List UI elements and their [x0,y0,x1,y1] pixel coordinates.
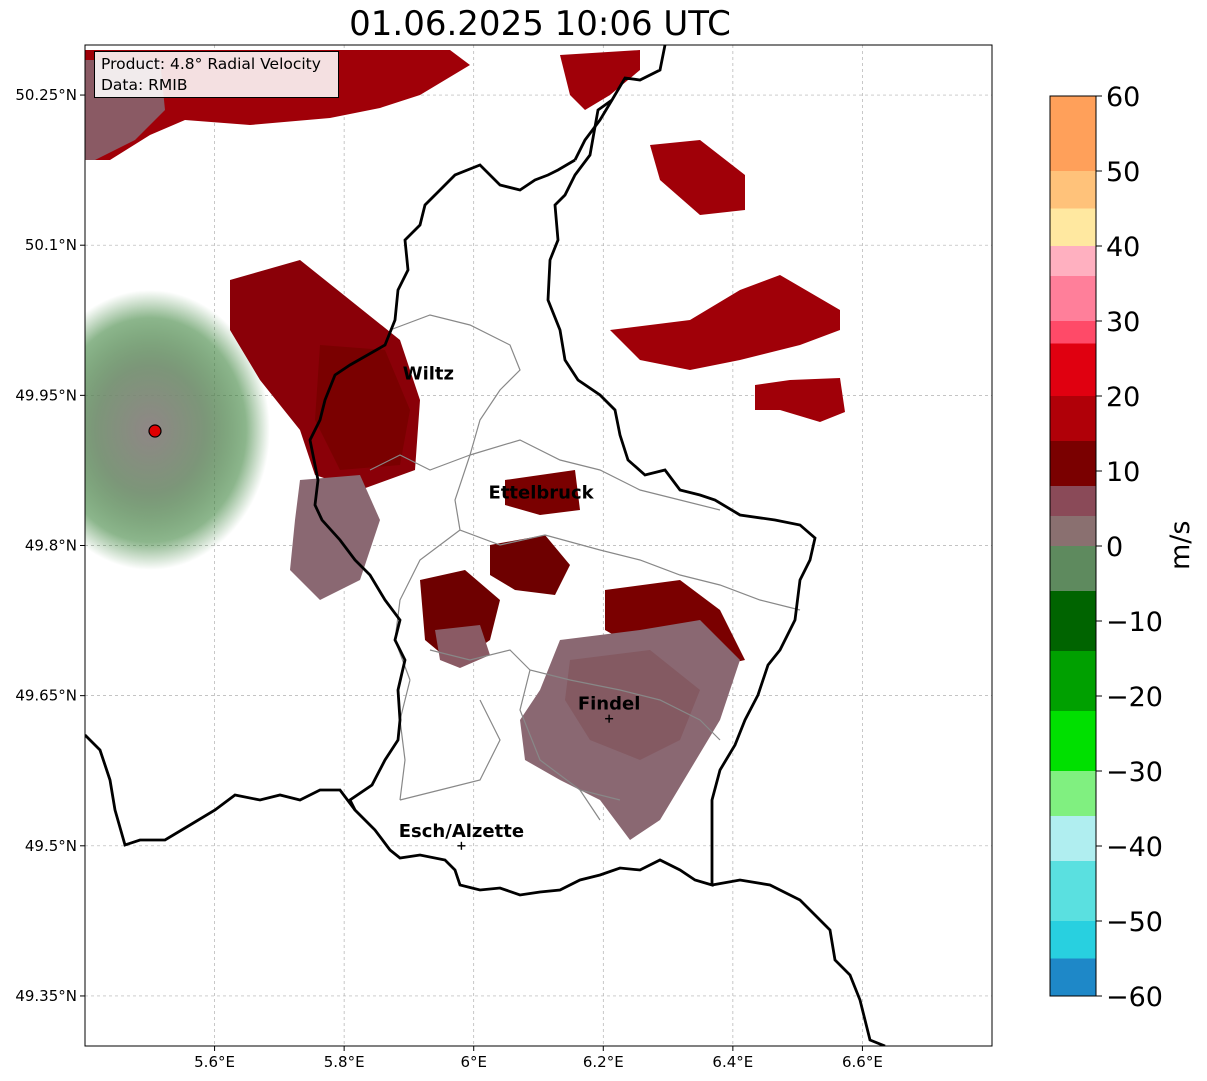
colorbar-tick-label: −30 [1106,757,1163,788]
axis-ticks: 5.6°E 5.8°E 6°E 6.2°E 6.4°E 6.6°E 50.25°N 50.1°… [15,86,883,1071]
country-border-west [85,734,357,847]
echo-west-plume-core [315,345,410,470]
map-title: 01.06.2025 10:06 UTC [349,4,731,44]
colorbar-segment [1050,171,1096,209]
product-label: Product: 4.8° Radial Velocity [101,55,321,73]
y-tick-label: 50.1°N [25,236,77,254]
y-tick-label: 49.95°N [15,386,77,404]
echo-east-cluster-3 [755,378,845,422]
colorbar-segment [1050,591,1096,652]
colorbar-segment [1050,276,1096,322]
colorbar-tick-label: 40 [1106,232,1140,263]
colorbar-segment [1050,771,1096,817]
x-tick-label: 5.6°E [194,1053,235,1071]
colorbar-segment [1050,343,1096,397]
colorbar-segment [1050,96,1096,172]
district-lines [369,314,801,821]
info-box: Product: 4.8° Radial Velocity Data: RMIB [94,51,339,98]
country-border-east [711,878,886,1046]
colorbar-tick-label: −10 [1106,607,1163,638]
x-tick-label: 6.6°E [842,1053,883,1071]
colorbar-segment [1050,861,1096,922]
echo-east-cluster-1 [650,140,745,215]
city-labels: Wiltz Ettelbruck Findel Esch/Alzette [399,363,641,850]
colorbar-segment [1050,546,1096,592]
colorbar-tick-label: 0 [1106,532,1123,563]
echo-east-cluster-2 [610,275,840,370]
colorbar-segment [1050,516,1096,547]
city-label: Ettelbruck [489,482,595,503]
city-label: Esch/Alzette [399,821,524,842]
radar-site-marker [148,424,162,438]
colorbar-segment [1050,921,1096,959]
y-tick-label: 49.65°N [15,687,77,705]
colorbar-segment [1050,441,1096,487]
colorbar-segment [1050,816,1096,862]
y-tick-label: 50.25°N [15,86,77,104]
country-border-north [573,99,614,161]
colorbar-tick-label: 50 [1106,157,1140,188]
colorbar-label: m/s [1165,520,1196,570]
colorbar-tick-label: −50 [1106,907,1163,938]
x-tick-label: 6.2°E [583,1053,624,1071]
colorbar-segment [1050,486,1096,517]
colorbar-segment [1050,711,1096,772]
city-label: Wiltz [403,363,454,384]
colorbar-segment [1050,246,1096,277]
colorbar-tick-label: 20 [1106,382,1140,413]
city-label: Findel [578,694,641,715]
colorbar-tick-label: −40 [1106,832,1163,863]
data-source-label: Data: RMIB [101,76,188,94]
radar-site-clutter [85,290,270,570]
colorbar-segment [1050,396,1096,442]
colorbar-tick-label: 10 [1106,457,1140,488]
echo-central-3-mauve [435,625,490,668]
x-tick-label: 5.8°E [324,1053,365,1071]
colorbar-tick-label: 60 [1106,82,1140,113]
radar-echoes [85,50,845,840]
x-tick-label: 6°E [460,1053,487,1071]
y-tick-label: 49.8°N [25,537,77,555]
echo-north-east-band [560,50,640,110]
colorbar-segment [1050,321,1096,344]
colorbar-tick-label: −20 [1106,682,1163,713]
y-tick-label: 49.35°N [15,987,77,1005]
colorbar-segment [1050,208,1096,247]
colorbar: 60 50 40 30 20 10 0 −10 −20 −30 −40 −50 −60 [1049,82,1163,1013]
country-border [308,45,817,897]
colorbar-segment [1050,958,1096,997]
colorbar-tick-label: −60 [1106,982,1163,1013]
colorbar-segment [1050,651,1096,712]
echo-central-2 [490,535,570,595]
x-tick-label: 6.4°E [712,1053,753,1071]
boundaries [85,45,886,1046]
echo-west-tail [290,475,380,600]
y-tick-label: 49.5°N [25,837,77,855]
echo-central-1 [505,470,580,515]
echo-south-mauve-core [565,650,700,760]
colorbar-tick-label: 30 [1106,307,1140,338]
